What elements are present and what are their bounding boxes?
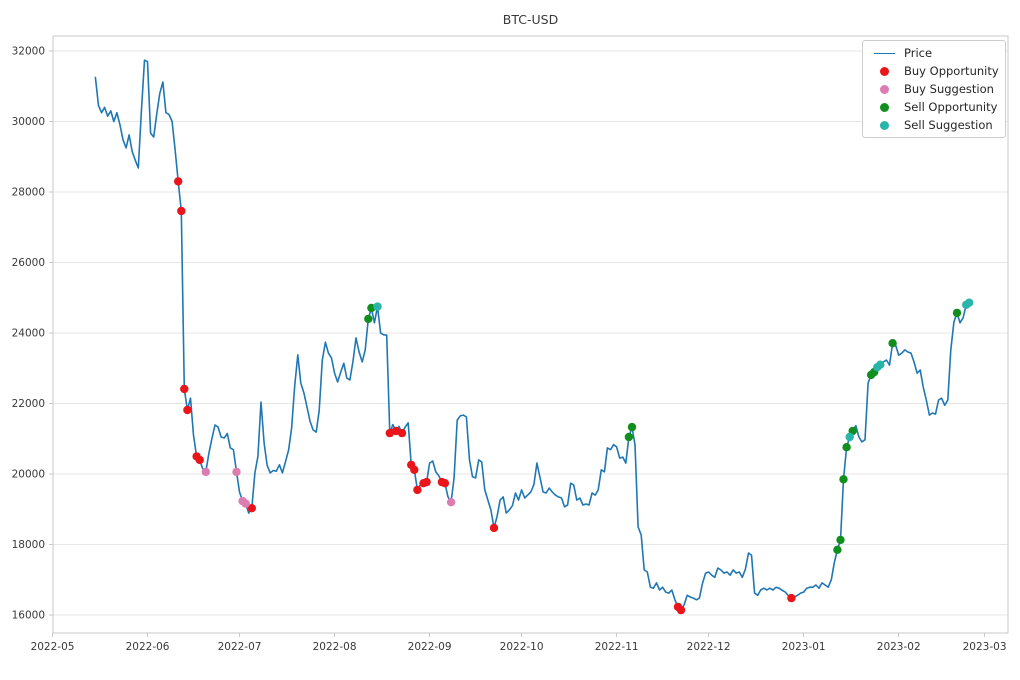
- y-axis-tick-label: 26000: [12, 257, 45, 269]
- legend-item-sell-suggestion: Sell Suggestion: [871, 116, 999, 134]
- x-axis-tick-label: 2023-01: [782, 641, 826, 653]
- sell-opportunity-marker: [842, 443, 851, 452]
- buy-suggestion-marker: [446, 498, 456, 507]
- x-axis-tick-label: 2023-02: [877, 641, 921, 653]
- x-axis-tick-label: 2022-05: [31, 641, 75, 653]
- x-axis-tick-label: 2022-08: [313, 641, 357, 653]
- buy-opportunity-marker: [410, 465, 419, 474]
- buy-opportunity-marker: [422, 477, 431, 487]
- y-axis-tick-label: 18000: [12, 539, 45, 551]
- y-axis-tick-label: 22000: [12, 398, 45, 410]
- sell-suggestion-marker: [845, 432, 854, 442]
- y-axis-tick-label: 16000: [12, 610, 45, 622]
- sell-opportunity-marker: [888, 339, 897, 348]
- x-axis-tick-label: 2022-07: [218, 641, 262, 653]
- sell-suggestion-marker: [876, 360, 885, 369]
- sell-suggestion-marker: [965, 298, 974, 307]
- x-axis-tick-label: 2022-09: [408, 641, 452, 653]
- legend-label-price: Price: [904, 46, 933, 60]
- y-axis-tick-label: 24000: [12, 328, 45, 340]
- legend-label-sell-suggestion: Sell Suggestion: [904, 118, 993, 132]
- buy-suggestion-marker: [241, 499, 250, 508]
- buy-opportunity-marker: [489, 523, 499, 533]
- plot-border: [52, 35, 1009, 634]
- y-axis-tick-label: 28000: [12, 187, 45, 199]
- buy-opportunity-marker: [177, 206, 186, 216]
- y-axis-tick-label: 20000: [12, 469, 45, 481]
- buy-suggestion-marker: [201, 467, 210, 477]
- buy-suggestion-dot-icon: [871, 84, 897, 94]
- price-line-swatch-icon: [871, 52, 897, 54]
- buy-opportunity-marker: [397, 428, 407, 438]
- buy-opportunity-marker: [676, 605, 686, 615]
- legend: Price Buy Opportunity Buy Suggestion Sel…: [862, 40, 1006, 138]
- sell-opportunity-dot-icon: [871, 102, 897, 112]
- sell-suggestion-marker: [373, 302, 382, 311]
- x-axis-tick-label: 2022-11: [595, 641, 639, 653]
- buy-opportunity-marker: [787, 593, 796, 603]
- sell-opportunity-marker: [839, 475, 848, 484]
- legend-label-sell-opportunity: Sell Opportunity: [904, 100, 998, 114]
- sell-opportunity-marker: [836, 535, 845, 545]
- legend-item-buy-opportunity: Buy Opportunity: [871, 62, 999, 80]
- legend-item-sell-opportunity: Sell Opportunity: [871, 98, 999, 116]
- buy-opportunity-marker: [174, 177, 183, 186]
- sell-opportunity-marker: [952, 308, 962, 318]
- x-axis-tick-label: 2022-12: [687, 641, 731, 653]
- legend-label-buy-opportunity: Buy Opportunity: [904, 64, 999, 78]
- x-axis-tick-label: 2022-10: [500, 641, 544, 653]
- x-axis-tick-label: 2022-06: [126, 641, 170, 653]
- legend-item-buy-suggestion: Buy Suggestion: [871, 80, 999, 98]
- x-axis-tick-label: 2023-03: [963, 641, 1007, 653]
- sell-opportunity-marker: [833, 545, 842, 554]
- chart-title: BTC-USD: [502, 12, 559, 27]
- sell-opportunity-marker: [627, 422, 637, 432]
- sell-suggestion-dot-icon: [871, 120, 897, 130]
- legend-label-buy-suggestion: Buy Suggestion: [904, 82, 994, 96]
- y-axis-tick-label: 32000: [12, 46, 45, 58]
- price-line: [94, 59, 970, 611]
- legend-item-price: Price: [871, 44, 999, 62]
- buy-opportunity-marker: [183, 405, 192, 415]
- buy-opportunity-marker: [195, 455, 204, 465]
- buy-opportunity-marker: [180, 384, 189, 394]
- buy-opportunity-dot-icon: [871, 66, 897, 76]
- buy-suggestion-marker: [232, 467, 241, 477]
- buy-opportunity-marker: [413, 485, 422, 495]
- sell-opportunity-marker: [624, 432, 634, 442]
- buy-opportunity-marker: [440, 479, 450, 488]
- sell-opportunity-marker: [364, 314, 373, 324]
- y-axis-tick-label: 30000: [12, 116, 45, 128]
- buy-opportunity-marker: [247, 504, 256, 513]
